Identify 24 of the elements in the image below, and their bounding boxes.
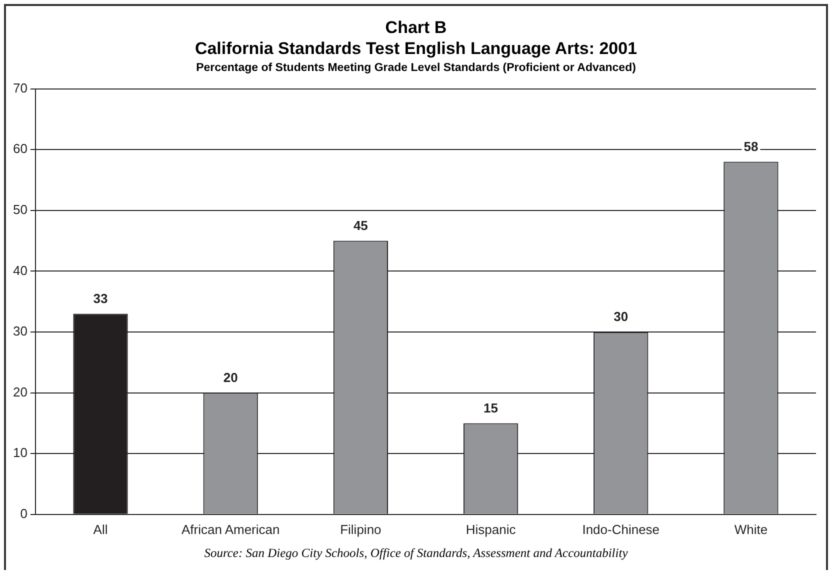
x-tick-label: Hispanic [466, 522, 516, 537]
x-tick-label: White [734, 522, 768, 537]
y-tick-label: 10 [12, 445, 28, 460]
data-label: 45 [353, 218, 368, 233]
chart-title: Chart B [384, 18, 448, 38]
data-label: 30 [614, 309, 628, 324]
y-tick-label: 50 [12, 202, 28, 217]
text: California Standards Test English Language Arts: 2001 [194, 39, 638, 58]
y-tick-label: 70 [12, 80, 28, 96]
data-label: 58 [744, 138, 758, 154]
data-label: 33 [93, 290, 108, 306]
text: Percentage of Students Meeting Grade Level Standards (Proficient or Advanced) [196, 62, 636, 74]
data-label: 15 [484, 400, 498, 416]
y-tick-label: 0 [20, 506, 28, 521]
y-tick-label: 60 [12, 141, 28, 156]
y-tick-label: 40 [12, 262, 28, 278]
x-tick-label: All [93, 522, 108, 537]
x-tick-label: Filipino [340, 522, 382, 537]
y-tick-label: 30 [12, 324, 28, 339]
x-tick-label: Indo-Chinese [582, 522, 660, 537]
source-note: Source: San Diego City Schools, Office of Standards, Assessment and Accountability [203, 546, 629, 561]
y-tick-label: 20 [12, 384, 28, 400]
data-label: 20 [223, 370, 238, 385]
x-tick-label: African American [181, 522, 280, 537]
